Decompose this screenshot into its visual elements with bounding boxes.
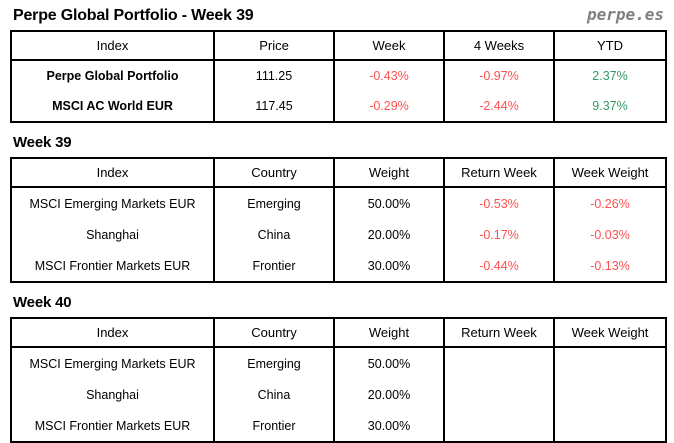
week39-header-return-week: Return Week — [443, 158, 554, 188]
index-name: MSCI Frontier Markets EUR — [34, 258, 191, 273]
table-row: MSCI AC World EUR 117.45 -0.29% -2.44% 9… — [11, 91, 666, 122]
table-row: MSCI Emerging Markets EUR Emerging 50.00… — [11, 347, 666, 379]
week-return-value: -0.29% — [333, 91, 444, 122]
summary-header-row: Index Price Week 4 Weeks YTD — [11, 31, 666, 61]
index-name: Shanghai — [86, 227, 139, 242]
week40-header-index: Index — [11, 318, 214, 348]
site-logo[interactable]: perpe.es — [586, 5, 664, 24]
summary-header-ytd: YTD — [553, 31, 666, 61]
4weeks-return-value: -0.97% — [443, 60, 554, 91]
index-name: MSCI Frontier Markets EUR — [34, 418, 191, 433]
return-week-value — [443, 410, 554, 442]
index-name: MSCI Emerging Markets EUR — [29, 196, 196, 211]
week-weight-value: -0.13% — [553, 250, 666, 282]
week-weight-value: -0.03% — [553, 219, 666, 250]
week-weight-value: -0.26% — [553, 187, 666, 219]
weight-value: 50.00% — [333, 347, 444, 379]
4weeks-return-value: -2.44% — [443, 91, 554, 122]
table-row: Shanghai China 20.00% — [11, 379, 666, 410]
summary-header-week: Week — [333, 31, 444, 61]
week39-table: Index Country Weight Return Week Week We… — [10, 157, 667, 283]
table-row: Shanghai China 20.00% -0.17% -0.03% — [11, 219, 666, 250]
week39-header-index: Index — [11, 158, 214, 188]
index-name: MSCI AC World EUR — [52, 99, 173, 113]
page-title: Perpe Global Portfolio - Week 39 — [13, 7, 254, 24]
index-name: MSCI Emerging Markets EUR — [29, 356, 196, 371]
weight-value: 20.00% — [333, 219, 444, 250]
week40-heading: Week 40 — [13, 294, 72, 311]
index-name: Perpe Global Portfolio — [46, 69, 179, 83]
table-row: Perpe Global Portfolio 111.25 -0.43% -0.… — [11, 60, 666, 91]
return-week-value: -0.53% — [443, 187, 554, 219]
week39-header-week-weight: Week Weight — [553, 158, 666, 188]
week39-heading: Week 39 — [13, 134, 72, 151]
week40-header-week-weight: Week Weight — [553, 318, 666, 348]
week39-header-weight: Weight — [333, 158, 444, 188]
week40-header-weight: Weight — [333, 318, 444, 348]
index-name: Shanghai — [86, 387, 139, 402]
summary-header-price: Price — [213, 31, 334, 61]
week40-header-return-week: Return Week — [443, 318, 554, 348]
table-row: MSCI Frontier Markets EUR Frontier 30.00… — [11, 250, 666, 282]
weight-value: 30.00% — [333, 410, 444, 442]
table-row: MSCI Emerging Markets EUR Emerging 50.00… — [11, 187, 666, 219]
return-week-value — [443, 347, 554, 379]
week-weight-value — [553, 410, 666, 442]
masthead: Perpe Global Portfolio - Week 39 perpe.e… — [10, 5, 665, 25]
week39-header-row: Index Country Weight Return Week Week We… — [11, 158, 666, 188]
summary-header-4weeks: 4 Weeks — [443, 31, 554, 61]
week-weight-value — [553, 347, 666, 379]
country-value: China — [213, 379, 334, 410]
portfolio-summary-table: Index Price Week 4 Weeks YTD Perpe Globa… — [10, 30, 667, 123]
weight-value: 50.00% — [333, 187, 444, 219]
country-value: Emerging — [213, 347, 334, 379]
country-value: Emerging — [213, 187, 334, 219]
return-week-value: -0.44% — [443, 250, 554, 282]
country-value: Frontier — [213, 250, 334, 282]
week-weight-value — [553, 379, 666, 410]
week40-header-country: Country — [213, 318, 334, 348]
return-week-value: -0.17% — [443, 219, 554, 250]
return-week-value — [443, 379, 554, 410]
table-row: MSCI Frontier Markets EUR Frontier 30.00… — [11, 410, 666, 442]
weight-value: 30.00% — [333, 250, 444, 282]
price-value: 117.45 — [213, 91, 334, 122]
ytd-return-value: 9.37% — [553, 91, 666, 122]
weight-value: 20.00% — [333, 379, 444, 410]
summary-header-index: Index — [11, 31, 214, 61]
week-return-value: -0.43% — [333, 60, 444, 91]
country-value: Frontier — [213, 410, 334, 442]
ytd-return-value: 2.37% — [553, 60, 666, 91]
week40-header-row: Index Country Weight Return Week Week We… — [11, 318, 666, 348]
week40-table: Index Country Weight Return Week Week We… — [10, 317, 667, 443]
price-value: 111.25 — [213, 60, 334, 91]
country-value: China — [213, 219, 334, 250]
week39-header-country: Country — [213, 158, 334, 188]
